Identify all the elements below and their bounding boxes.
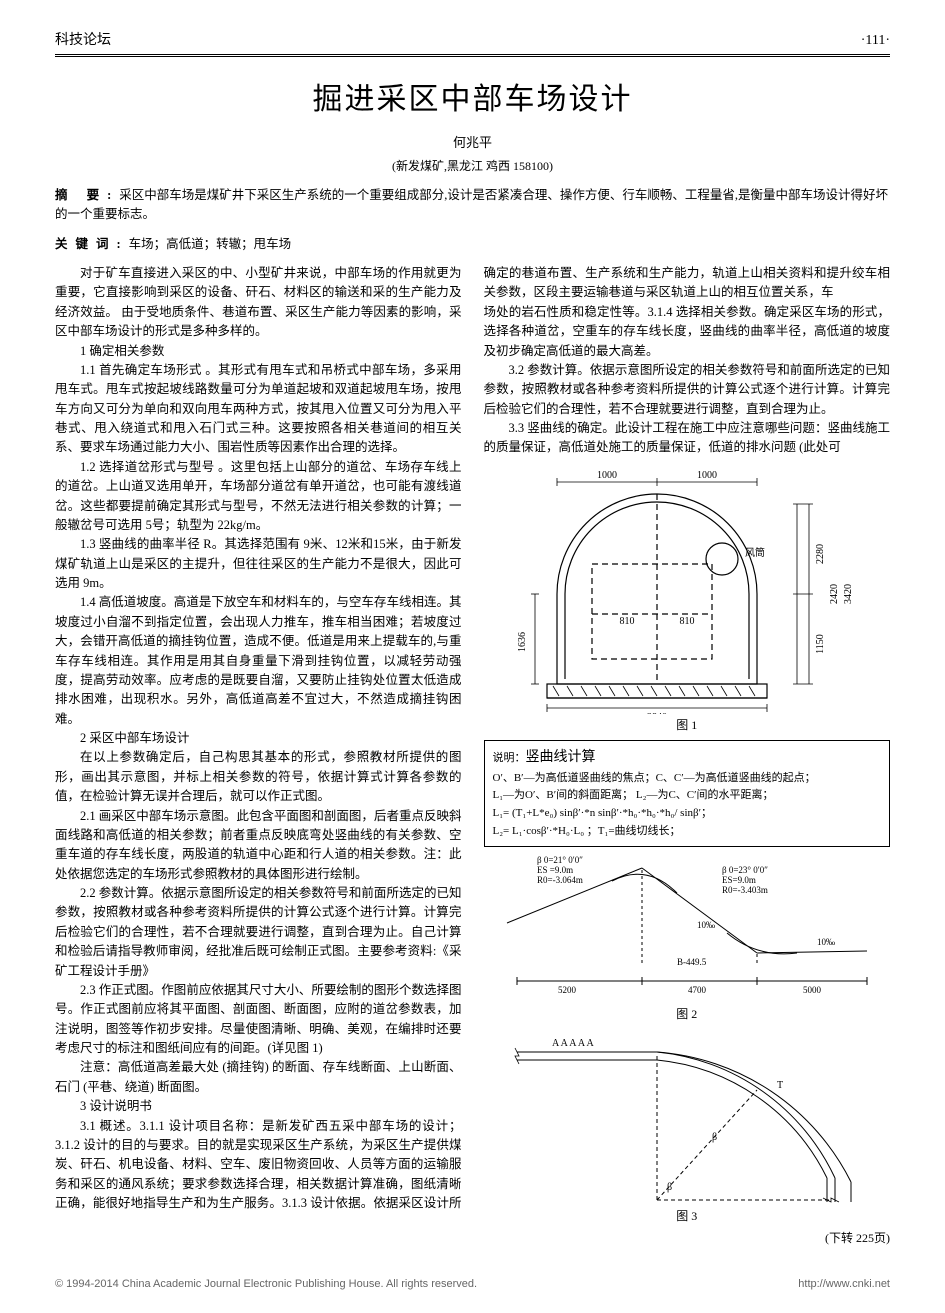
section-label: 科技论坛 <box>55 30 111 52</box>
svg-text:810: 810 <box>679 616 694 627</box>
keywords: 关键词:车场；高低道；转辙；甩车场 <box>55 235 890 254</box>
paper-title: 掘进采区中部车场设计 <box>55 77 890 124</box>
keywords-text: 车场；高低道；转辙；甩车场 <box>129 237 292 251</box>
heading: 3 设计说明书 <box>55 1097 462 1116</box>
figure-1-caption: 图 1 <box>484 716 891 735</box>
page-header: 科技论坛 ·111· <box>55 30 890 55</box>
svg-text:ES =9.0m: ES =9.0m <box>537 865 573 875</box>
svg-text:β 0=23° 0′0″: β 0=23° 0′0″ <box>722 865 768 875</box>
svg-text:10‰: 10‰ <box>697 920 715 930</box>
svg-text:4700: 4700 <box>688 985 707 995</box>
tunnel-cross-section-svg: 1000 1000 810 810 2280 2420 3420 1150 16… <box>497 464 877 714</box>
svg-text:β: β <box>667 1182 672 1193</box>
para: 3.3 竖曲线的确定。此设计工程在施工中应注意哪些问题：竖曲线施工的质量保证，高… <box>484 419 891 458</box>
svg-text:2840: 2840 <box>647 712 667 714</box>
plan-curve-svg: A A A A A β β T <box>497 1030 877 1205</box>
svg-text:2420: 2420 <box>829 584 840 604</box>
footer-url: http://www.cnki.net <box>798 1276 890 1293</box>
svg-text:1000: 1000 <box>597 470 617 481</box>
calculation-box: 说明：竖曲线计算 O′、B′—为高低道竖曲线的焦点；C、C′—为高低道竖曲线的起… <box>484 740 891 847</box>
svg-text:ES=9.0m: ES=9.0m <box>722 875 756 885</box>
figure-2-caption: 图 2 <box>484 1005 891 1024</box>
affiliation: (新发煤矿,黑龙江 鸡西 158100) <box>55 157 890 176</box>
body-columns: 对于矿车直接进入采区的中、小型矿井来说，中部车场的作用就更为重要，它直接影响到采… <box>55 264 890 1248</box>
svg-text:1636: 1636 <box>517 632 528 652</box>
abstract-text: 采区中部车场是煤矿井下采区生产系统的一个重要组成部分,设计是否紧凑合理、操作方便… <box>55 188 888 221</box>
svg-text:810: 810 <box>619 616 634 627</box>
svg-text:β 0=21° 0′0″: β 0=21° 0′0″ <box>537 855 583 865</box>
svg-text:β: β <box>712 1132 717 1143</box>
para: 3.2 参数计算。依据示意图所设定的相关参数符号和前面所选定的已知参数，按照教材… <box>484 361 891 419</box>
figure-2: β 0=21° 0′0″ ES =9.0m R0=-3.064m β 0=23°… <box>484 853 891 1024</box>
para: 2.1 画采区中部车场示意图。此包含平面图和剖面图，后者重点反映斜面线路和高低道… <box>55 807 462 885</box>
figure-3: A A A A A β β T 图 3 (下转 225页) <box>484 1030 891 1248</box>
para: 1.2 选择道岔形式与型号 。这里包括上山部分的道岔、车场存车线上的道岔。上山道… <box>55 458 462 536</box>
svg-text:3420: 3420 <box>843 584 854 604</box>
svg-text:5000: 5000 <box>803 985 822 995</box>
heading: 2 采区中部车场设计 <box>55 729 462 748</box>
svg-text:2280: 2280 <box>815 544 826 564</box>
svg-text:A A A A A: A A A A A <box>552 1038 594 1049</box>
figure-3-caption: 图 3 <box>484 1207 891 1226</box>
para: 1.4 高低道坡度。高道是下放空车和材料车的，与空车存车线相连。其坡度过小自溜不… <box>55 593 462 729</box>
author: 何兆平 <box>55 133 890 153</box>
vertical-curve-svg: β 0=21° 0′0″ ES =9.0m R0=-3.064m β 0=23°… <box>497 853 877 1003</box>
svg-text:B-449.5: B-449.5 <box>677 957 707 967</box>
continuation-note: (下转 225页) <box>484 1229 891 1248</box>
para: 1.1 首先确定车场形式 。其形式有甩车式和吊桥式中部车场，多采用甩车式。甩车式… <box>55 361 462 458</box>
para: 对于矿车直接进入采区的中、小型矿井来说，中部车场的作用就更为重要，它直接影响到采… <box>55 264 462 342</box>
para: 1.3 竖曲线的曲率半径 R。其选择范围有 9米、12米和15米，由于新发煤矿轨… <box>55 535 462 593</box>
calc-line: L₂= L₁·cosβ′·*H₀·L₀ ；T₁=曲线切线长； <box>493 823 882 841</box>
svg-text:10‰: 10‰ <box>817 937 835 947</box>
copyright-text: © 1994-2014 China Academic Journal Elect… <box>55 1276 477 1293</box>
svg-text:R0=-3.403m: R0=-3.403m <box>722 885 768 895</box>
calc-line: L₁—为O′、B′间的斜面距离； L₂—为C、C′间的水平距离； <box>493 787 882 805</box>
figure-1: 1000 1000 810 810 2280 2420 3420 1150 16… <box>484 464 891 735</box>
svg-text:风筒: 风筒 <box>745 546 765 559</box>
svg-text:1150: 1150 <box>815 634 826 654</box>
abstract: 摘 要:采区中部车场是煤矿井下采区生产系统的一个重要组成部分,设计是否紧凑合理、… <box>55 186 890 225</box>
page-footer: © 1994-2014 China Academic Journal Elect… <box>55 1276 890 1293</box>
calc-prefix: 说明： <box>493 752 526 764</box>
svg-text:R0=-3.064m: R0=-3.064m <box>537 875 583 885</box>
para: 2.2 参数计算。依据示意图所设定的相关参数符号和前面所选定的已知参数，按照教材… <box>55 884 462 981</box>
calc-line: O′、B′—为高低道竖曲线的焦点；C、C′—为高低道竖曲线的起点； <box>493 770 882 788</box>
calc-title: 竖曲线计算 <box>526 750 596 765</box>
svg-text:T: T <box>777 1080 783 1091</box>
para: 场处的岩石性质和稳定性等。3.1.4 选择相关参数。确定采区车场的形式，选择各种… <box>484 303 891 361</box>
para: 2.3 作正式图。作图前应依据其尺寸大小、所要绘制的图形个数选择图号。作正式图前… <box>55 981 462 1059</box>
para: 在以上参数确定后，自己构思其基本的形式，参照教材所提供的图形，画出其示意图，并标… <box>55 748 462 806</box>
page-number: ·111· <box>861 30 890 52</box>
svg-text:5200: 5200 <box>558 985 577 995</box>
keywords-label: 关键词: <box>55 237 129 251</box>
para: 注意：高低道高差最大处 (摘挂钩) 的断面、存车线断面、上山断面、石门 (平巷、… <box>55 1058 462 1097</box>
abstract-label: 摘 要: <box>55 188 119 202</box>
svg-text:1000: 1000 <box>697 470 717 481</box>
calc-line: L₁= (T₁+L*e₀) sinβ′·*n sinβ′·*h₀·*h₀·*h₀… <box>493 805 882 823</box>
heading: 1 确定相关参数 <box>55 342 462 361</box>
